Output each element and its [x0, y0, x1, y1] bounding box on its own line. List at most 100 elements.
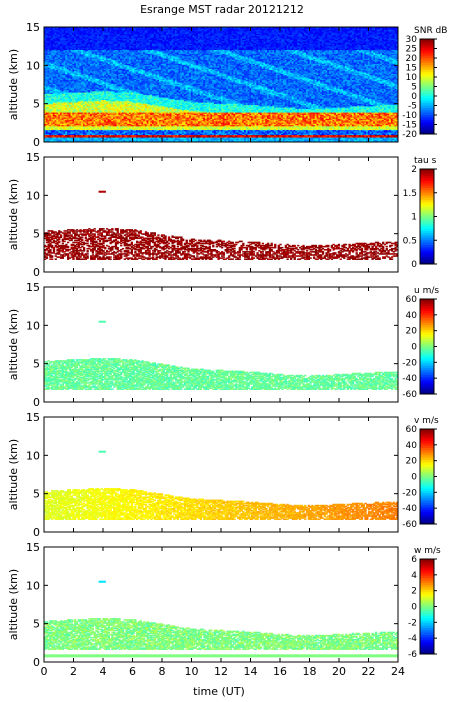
snr-cell [95, 135, 98, 138]
snr-cell [109, 29, 112, 32]
snr-cell [81, 97, 84, 99]
snr-cell [59, 80, 63, 83]
snr-cell [61, 140, 65, 142]
snr-cell [97, 90, 100, 93]
snr-cell [97, 95, 100, 98]
snr-cell [52, 68, 56, 71]
snr-cell [114, 113, 118, 116]
snr-cell [125, 99, 128, 102]
snr-cell [61, 120, 65, 123]
snr-cell [44, 69, 47, 72]
snr-cell [63, 60, 66, 63]
snr-cell [113, 44, 116, 47]
snr-cell [44, 89, 47, 92]
snr-cell [121, 103, 125, 106]
snr-cell [107, 79, 111, 82]
snr-cell [137, 132, 141, 134]
snr-cell [63, 140, 66, 142]
snr-cell [137, 79, 141, 82]
snr-cell [109, 60, 112, 63]
snr-cell [84, 83, 88, 86]
snr-cell [107, 107, 111, 109]
snr-cell [70, 64, 73, 67]
snr-cell [44, 95, 47, 98]
snr-cell [67, 42, 70, 44]
snr-cell [120, 55, 123, 58]
snr-cell [128, 108, 132, 111]
snr-cell [104, 52, 107, 54]
snr-cell [90, 130, 93, 133]
snr-cell [59, 42, 63, 44]
snr-cell [68, 133, 72, 136]
snr-cell [65, 78, 68, 81]
snr-cell [81, 140, 84, 142]
snr-cell [118, 113, 121, 116]
snr-cell [88, 130, 91, 133]
snr-cell [111, 80, 114, 83]
snr-cell [54, 87, 57, 89]
snr-cell [134, 58, 137, 61]
snr-cell [102, 60, 105, 63]
snr-cell [61, 85, 65, 88]
snr-cell [118, 57, 121, 59]
snr-cell [102, 80, 105, 83]
snr-cell [127, 72, 130, 74]
snr-cell [104, 40, 107, 43]
snr-cell [67, 38, 70, 41]
snr-cell [136, 87, 139, 89]
snr-cell [90, 64, 93, 67]
snr-cell [107, 40, 111, 43]
snr-cell [47, 134, 50, 137]
snr-cell [132, 90, 135, 93]
snr-cell [88, 47, 91, 49]
snr-cell [97, 113, 100, 116]
snr-cell [102, 109, 105, 112]
snr-cell [136, 132, 139, 134]
snr-cell [102, 115, 105, 118]
snr-cell [132, 33, 135, 36]
snr-cell [81, 35, 84, 38]
snr-cell [130, 130, 134, 133]
snr-cell [77, 129, 80, 132]
snr-cell [56, 134, 59, 137]
snr-cell [104, 134, 107, 137]
snr-cell [104, 63, 107, 66]
snr-cell [44, 138, 47, 141]
snr-cell [120, 110, 123, 113]
snr-cell [132, 88, 135, 91]
snr-cell [125, 112, 128, 114]
snr-cell [63, 92, 66, 94]
snr-cell [121, 84, 125, 87]
snr-cell [68, 29, 72, 32]
snr-cell [98, 110, 102, 113]
snr-cell [97, 84, 100, 87]
snr-cell [127, 90, 130, 93]
snr-cell [75, 95, 79, 98]
snr-cell [132, 115, 135, 118]
snr-cell [77, 100, 80, 103]
snr-cell [65, 63, 68, 66]
snr-cell [74, 43, 77, 46]
snr-cell [70, 93, 73, 96]
snr-cell [114, 118, 118, 121]
snr-cell [109, 119, 112, 122]
snr-cell [59, 75, 63, 78]
snr-cell [98, 138, 102, 141]
snr-cell [97, 58, 100, 61]
snr-cell [47, 133, 50, 136]
snr-cell [98, 65, 102, 68]
snr-cell [81, 137, 84, 139]
snr-cell [128, 72, 132, 74]
snr-cell [107, 34, 111, 37]
snr-cell [125, 50, 128, 53]
snr-cell [84, 119, 88, 122]
snr-cell [123, 118, 127, 121]
snr-cell [82, 103, 86, 106]
snr-cell [47, 88, 50, 91]
snr-cell [128, 99, 132, 102]
snr-cell [86, 62, 89, 64]
snr-cell [104, 65, 107, 68]
snr-cell [84, 40, 88, 43]
snr-cell [67, 124, 70, 127]
snr-cell [136, 49, 139, 52]
